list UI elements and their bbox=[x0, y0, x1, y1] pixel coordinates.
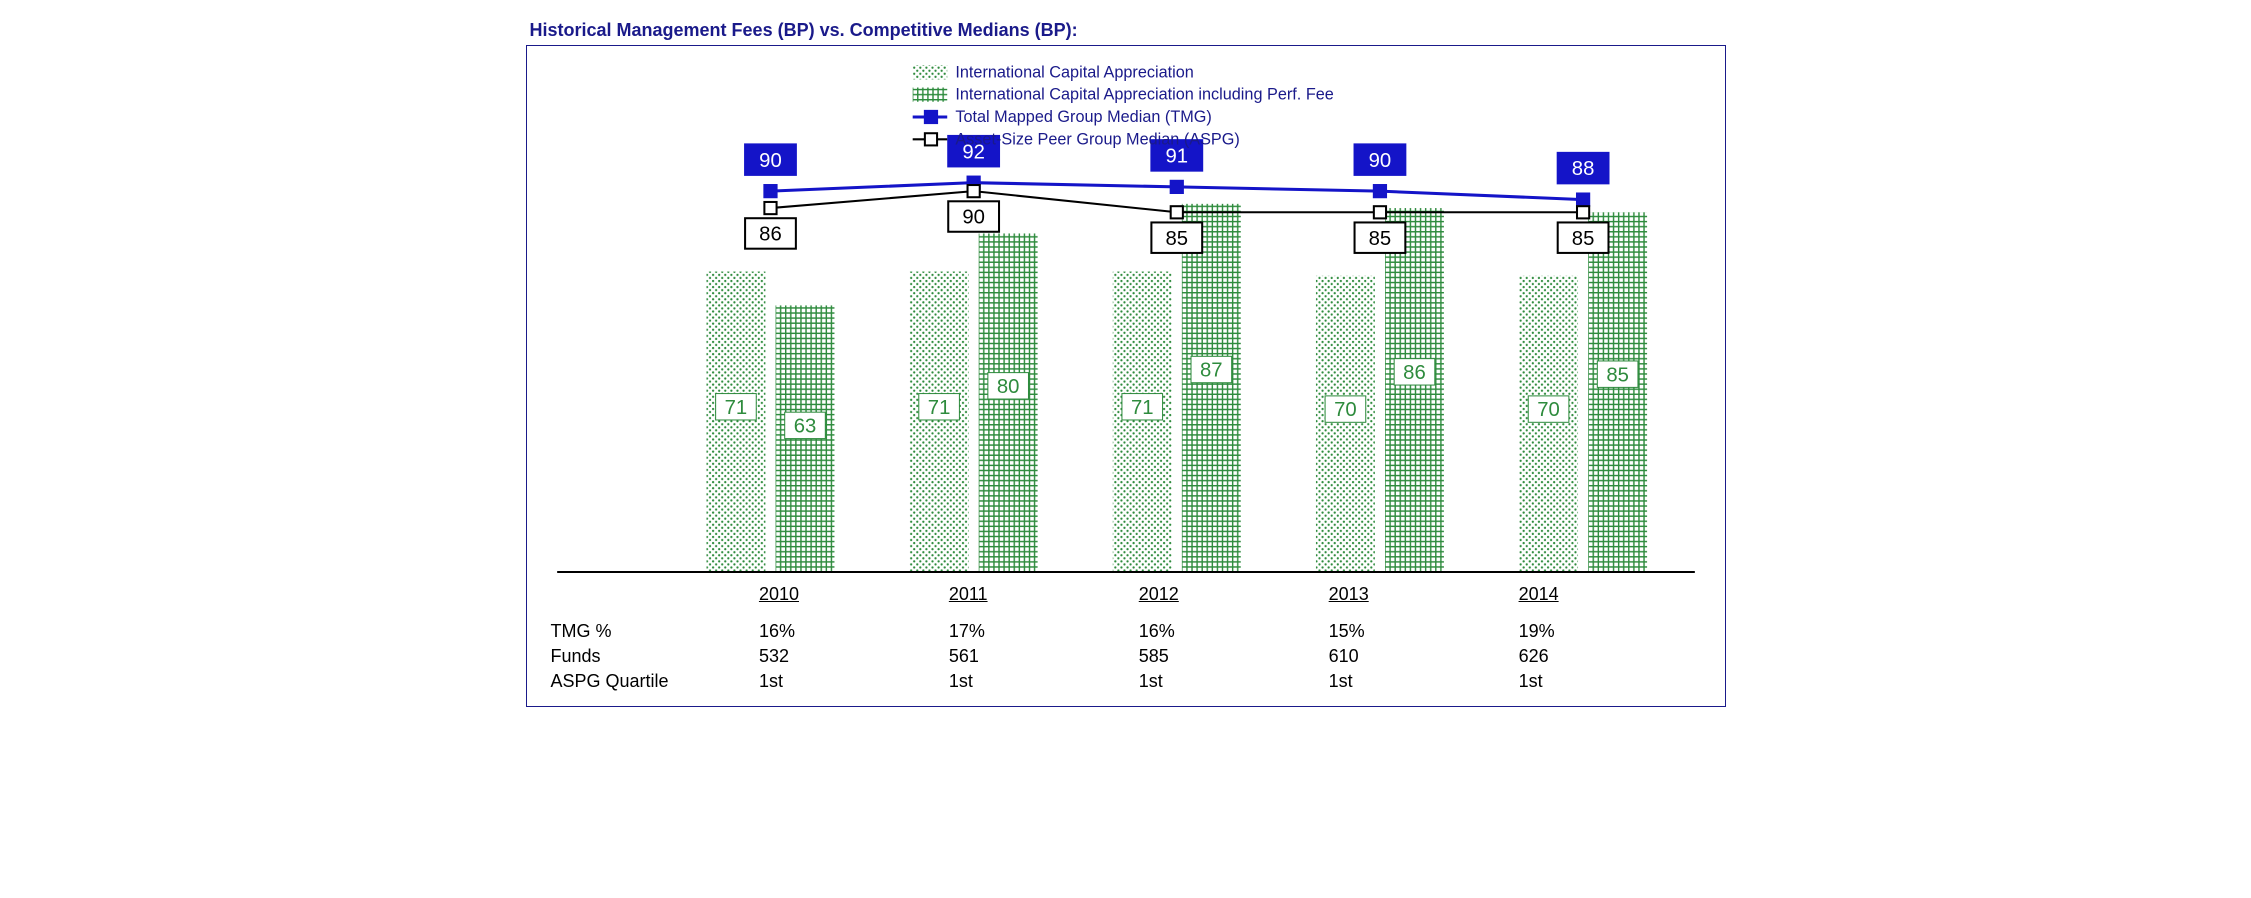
chart-title: Historical Management Fees (BP) vs. Comp… bbox=[530, 20, 1726, 41]
table-cell-2-3: 1st bbox=[1325, 669, 1515, 694]
chart-svg: 7171717070638087868590929190888690858585… bbox=[547, 54, 1705, 582]
marker-tmg-2014 bbox=[1577, 193, 1589, 205]
line-label-tmg-2012: 91 bbox=[1165, 146, 1188, 168]
bar-label-ica_perf-2012: 87 bbox=[1200, 360, 1223, 382]
table-cell-2-2: 1st bbox=[1135, 669, 1325, 694]
table-cell-1-3: 610 bbox=[1325, 644, 1515, 669]
bar-ica_perf-2012 bbox=[1181, 204, 1240, 572]
table-cell-2-0: 1st bbox=[755, 669, 945, 694]
bar-ica-2010 bbox=[706, 272, 765, 573]
table-cell-1-2: 585 bbox=[1135, 644, 1325, 669]
table-cell-0-1: 17% bbox=[945, 619, 1135, 644]
bar-label-ica_perf-2010: 63 bbox=[793, 416, 816, 438]
bar-ica-2011 bbox=[909, 272, 968, 573]
bar-ica_perf-2011 bbox=[978, 233, 1037, 572]
bar-ica_perf-2014 bbox=[1588, 212, 1647, 572]
table-row: ASPG Quartile1st1st1st1st1st bbox=[547, 669, 1705, 694]
table-row-label-1: Funds bbox=[547, 644, 755, 669]
line-label-tmg-2013: 90 bbox=[1368, 150, 1391, 172]
marker-aspg-2012 bbox=[1170, 206, 1182, 218]
line-label-aspg-2010: 86 bbox=[759, 224, 782, 246]
legend-label-aspg: Asset-Size Peer Group Median (ASPG) bbox=[955, 130, 1240, 148]
legend-label-ica_perf: International Capital Appreciation inclu… bbox=[955, 86, 1334, 104]
bar-label-ica-2011: 71 bbox=[927, 397, 950, 419]
legend-marker-aspg bbox=[924, 133, 936, 145]
table-cell-1-1: 561 bbox=[945, 644, 1135, 669]
legend-marker-tmg bbox=[924, 111, 936, 123]
bar-ica-2012 bbox=[1112, 272, 1171, 573]
marker-aspg-2013 bbox=[1373, 206, 1385, 218]
table-row: Funds532561585610626 bbox=[547, 644, 1705, 669]
table-row-label-0: TMG % bbox=[547, 619, 755, 644]
marker-tmg-2012 bbox=[1170, 181, 1182, 193]
bar-label-ica_perf-2014: 85 bbox=[1606, 364, 1629, 386]
table-blank-cell bbox=[547, 582, 755, 607]
table-spacer bbox=[547, 607, 1705, 619]
bar-ica-2013 bbox=[1315, 276, 1374, 572]
line-label-aspg-2012: 85 bbox=[1165, 228, 1188, 250]
bar-label-ica_perf-2013: 86 bbox=[1403, 362, 1426, 384]
line-label-aspg-2011: 90 bbox=[962, 207, 985, 229]
marker-tmg-2013 bbox=[1373, 185, 1385, 197]
table-cell-2-1: 1st bbox=[945, 669, 1135, 694]
table-cell-2-4: 1st bbox=[1515, 669, 1705, 694]
chart-container: 7171717070638087868590929190888690858585… bbox=[526, 45, 1726, 707]
bar-label-ica-2014: 70 bbox=[1537, 399, 1560, 421]
bar-ica-2014 bbox=[1519, 276, 1578, 572]
legend-label-tmg: Total Mapped Group Median (TMG) bbox=[955, 108, 1212, 126]
bar-ica_perf-2013 bbox=[1385, 208, 1444, 572]
marker-aspg-2014 bbox=[1577, 206, 1589, 218]
table-cell-0-0: 16% bbox=[755, 619, 945, 644]
legend-swatch-ica bbox=[912, 65, 947, 79]
table-cell-1-4: 626 bbox=[1515, 644, 1705, 669]
bar-label-ica-2013: 70 bbox=[1334, 399, 1357, 421]
legend-swatch-ica_perf bbox=[912, 88, 947, 102]
bar-label-ica-2012: 71 bbox=[1130, 397, 1153, 419]
bar-label-ica-2010: 71 bbox=[724, 397, 747, 419]
marker-aspg-2010 bbox=[764, 202, 776, 214]
legend-label-ica: International Capital Appreciation bbox=[955, 63, 1194, 81]
table-year-2012: 2012 bbox=[1135, 582, 1325, 607]
marker-aspg-2011 bbox=[967, 185, 979, 197]
line-label-aspg-2013: 85 bbox=[1368, 228, 1391, 250]
table-cell-0-2: 16% bbox=[1135, 619, 1325, 644]
table-year-2011: 2011 bbox=[945, 582, 1135, 607]
table-row: TMG %16%17%16%15%19% bbox=[547, 619, 1705, 644]
line-label-tmg-2014: 88 bbox=[1571, 158, 1594, 180]
table-row-label-2: ASPG Quartile bbox=[547, 669, 755, 694]
table-year-2014: 2014 bbox=[1515, 582, 1705, 607]
bar-label-ica_perf-2011: 80 bbox=[996, 376, 1019, 398]
table-cell-0-3: 15% bbox=[1325, 619, 1515, 644]
data-table: 20102011201220132014TMG %16%17%16%15%19%… bbox=[547, 582, 1705, 694]
line-label-aspg-2014: 85 bbox=[1571, 228, 1594, 250]
table-cell-0-4: 19% bbox=[1515, 619, 1705, 644]
marker-tmg-2010 bbox=[764, 185, 776, 197]
line-label-tmg-2010: 90 bbox=[759, 150, 782, 172]
table-year-row: 20102011201220132014 bbox=[547, 582, 1705, 607]
table-year-2013: 2013 bbox=[1325, 582, 1515, 607]
table-year-2010: 2010 bbox=[755, 582, 945, 607]
table-cell-1-0: 532 bbox=[755, 644, 945, 669]
